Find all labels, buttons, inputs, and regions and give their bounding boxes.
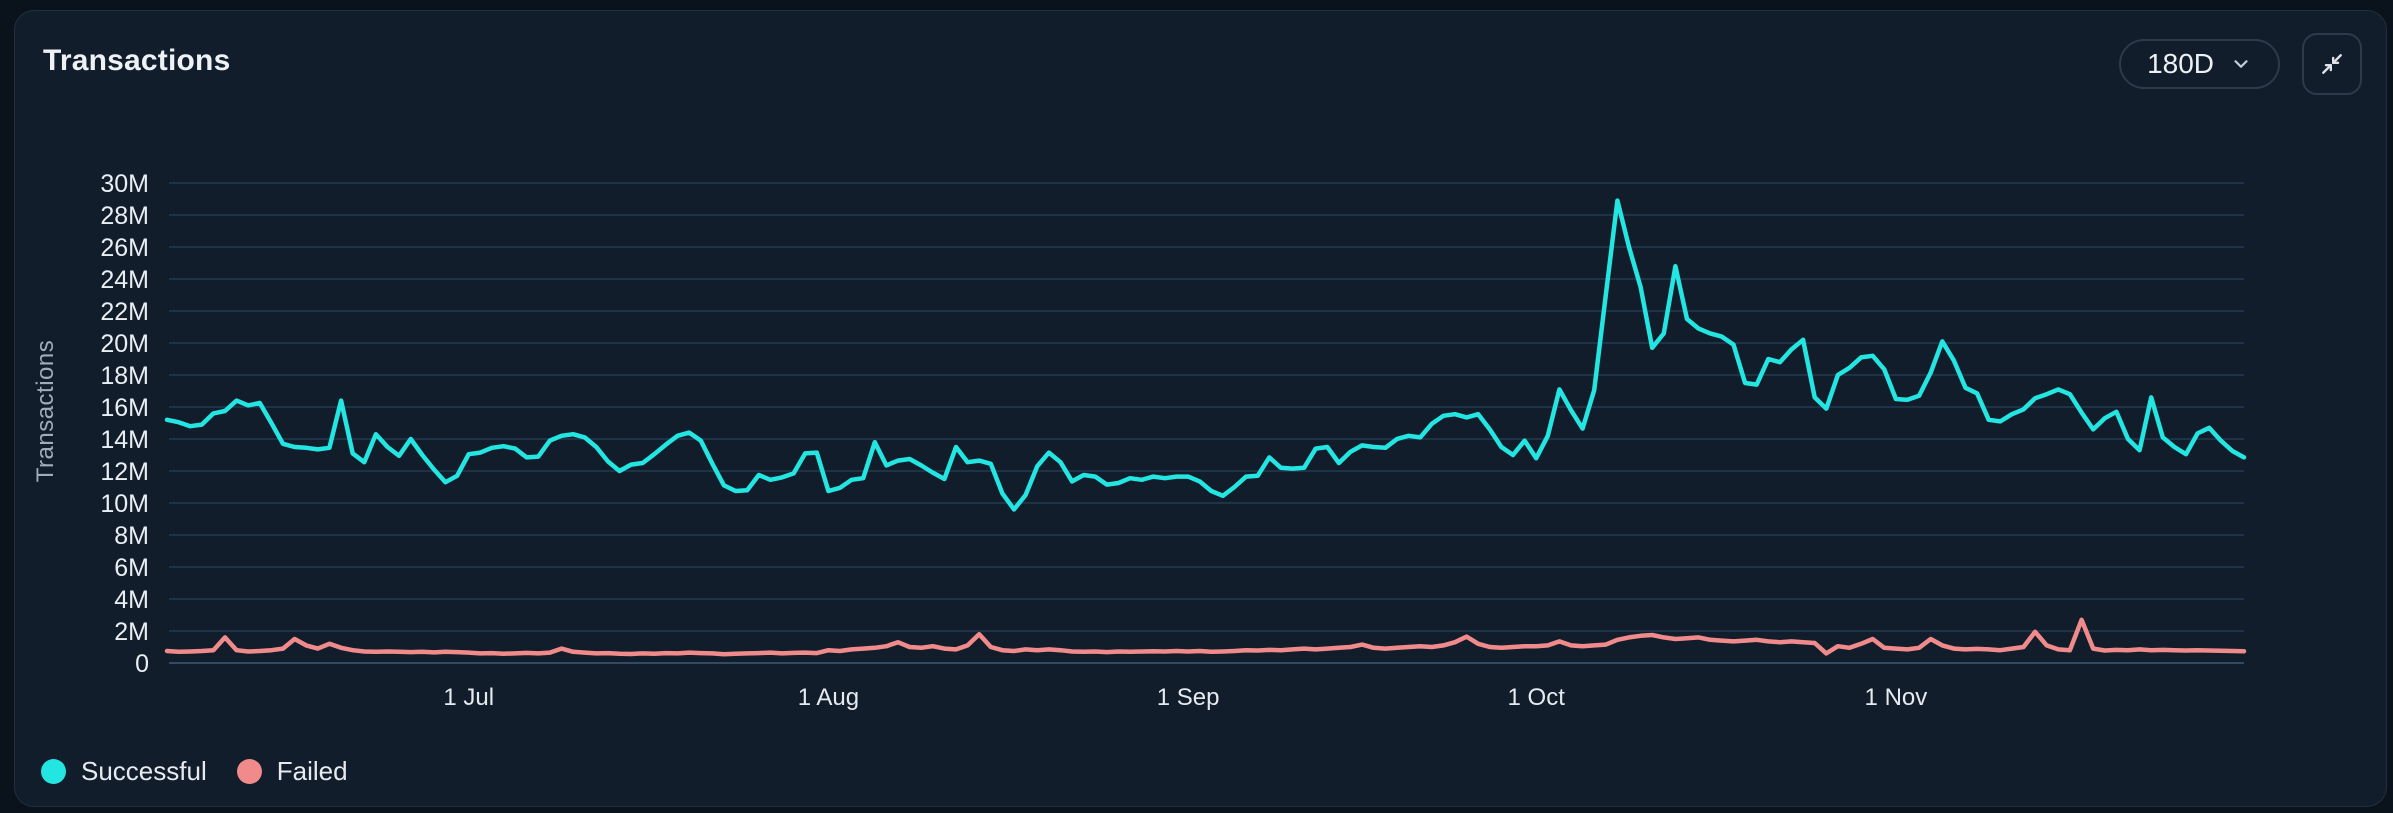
- legend-item-successful[interactable]: Successful: [41, 756, 207, 787]
- y-tick-label: 14M: [100, 426, 149, 454]
- y-tick-label: 24M: [100, 266, 149, 294]
- x-tick-label: 1 Aug: [798, 684, 859, 711]
- y-tick-label: 20M: [100, 330, 149, 358]
- y-tick-label: 26M: [100, 234, 149, 262]
- y-tick-label: 28M: [100, 202, 149, 230]
- y-tick-label: 22M: [100, 298, 149, 326]
- collapse-arrows-icon: [2322, 54, 2342, 74]
- y-tick-label: 10M: [100, 490, 149, 518]
- x-tick-label: 1 Nov: [1865, 684, 1928, 711]
- y-tick-label: 2M: [114, 618, 149, 646]
- time-range-value: 180D: [2147, 48, 2214, 79]
- x-tick-label: 1 Sep: [1157, 684, 1220, 711]
- chart-legend: Successful Failed: [41, 756, 348, 787]
- legend-item-failed[interactable]: Failed: [236, 756, 348, 787]
- successful-dot-icon: [41, 759, 66, 784]
- legend-label-failed: Failed: [276, 756, 348, 786]
- chevron-down-icon: [2234, 60, 2248, 68]
- header-controls: 180D: [2119, 33, 2362, 95]
- y-tick-label: 16M: [100, 394, 149, 422]
- y-tick-label: 8M: [114, 522, 149, 550]
- y-tick-label: 18M: [100, 362, 149, 390]
- y-axis-title: Transactions: [32, 339, 59, 483]
- legend-label-successful: Successful: [81, 756, 207, 786]
- y-tick-label: 0: [135, 650, 149, 678]
- y-tick-label: 4M: [114, 586, 149, 614]
- collapse-button[interactable]: [2302, 33, 2362, 95]
- failed-dot-icon: [236, 759, 262, 784]
- series-line-failed: [164, 617, 2247, 657]
- y-tick-label: 12M: [100, 458, 149, 486]
- page-title: Transactions: [43, 44, 231, 77]
- y-tick-label: 30M: [100, 170, 149, 198]
- transactions-card: Transactions 180D 0 2M 4M 6M 8M 10M 12M 14M 16M 1…: [14, 10, 2387, 807]
- x-tick-label: 1 Jul: [443, 684, 494, 711]
- x-tick-label: 1 Oct: [1508, 684, 1566, 711]
- series-line-successful: [164, 198, 2247, 512]
- y-tick-label: 6M: [114, 554, 149, 582]
- time-range-selector[interactable]: 180D: [2119, 39, 2280, 89]
